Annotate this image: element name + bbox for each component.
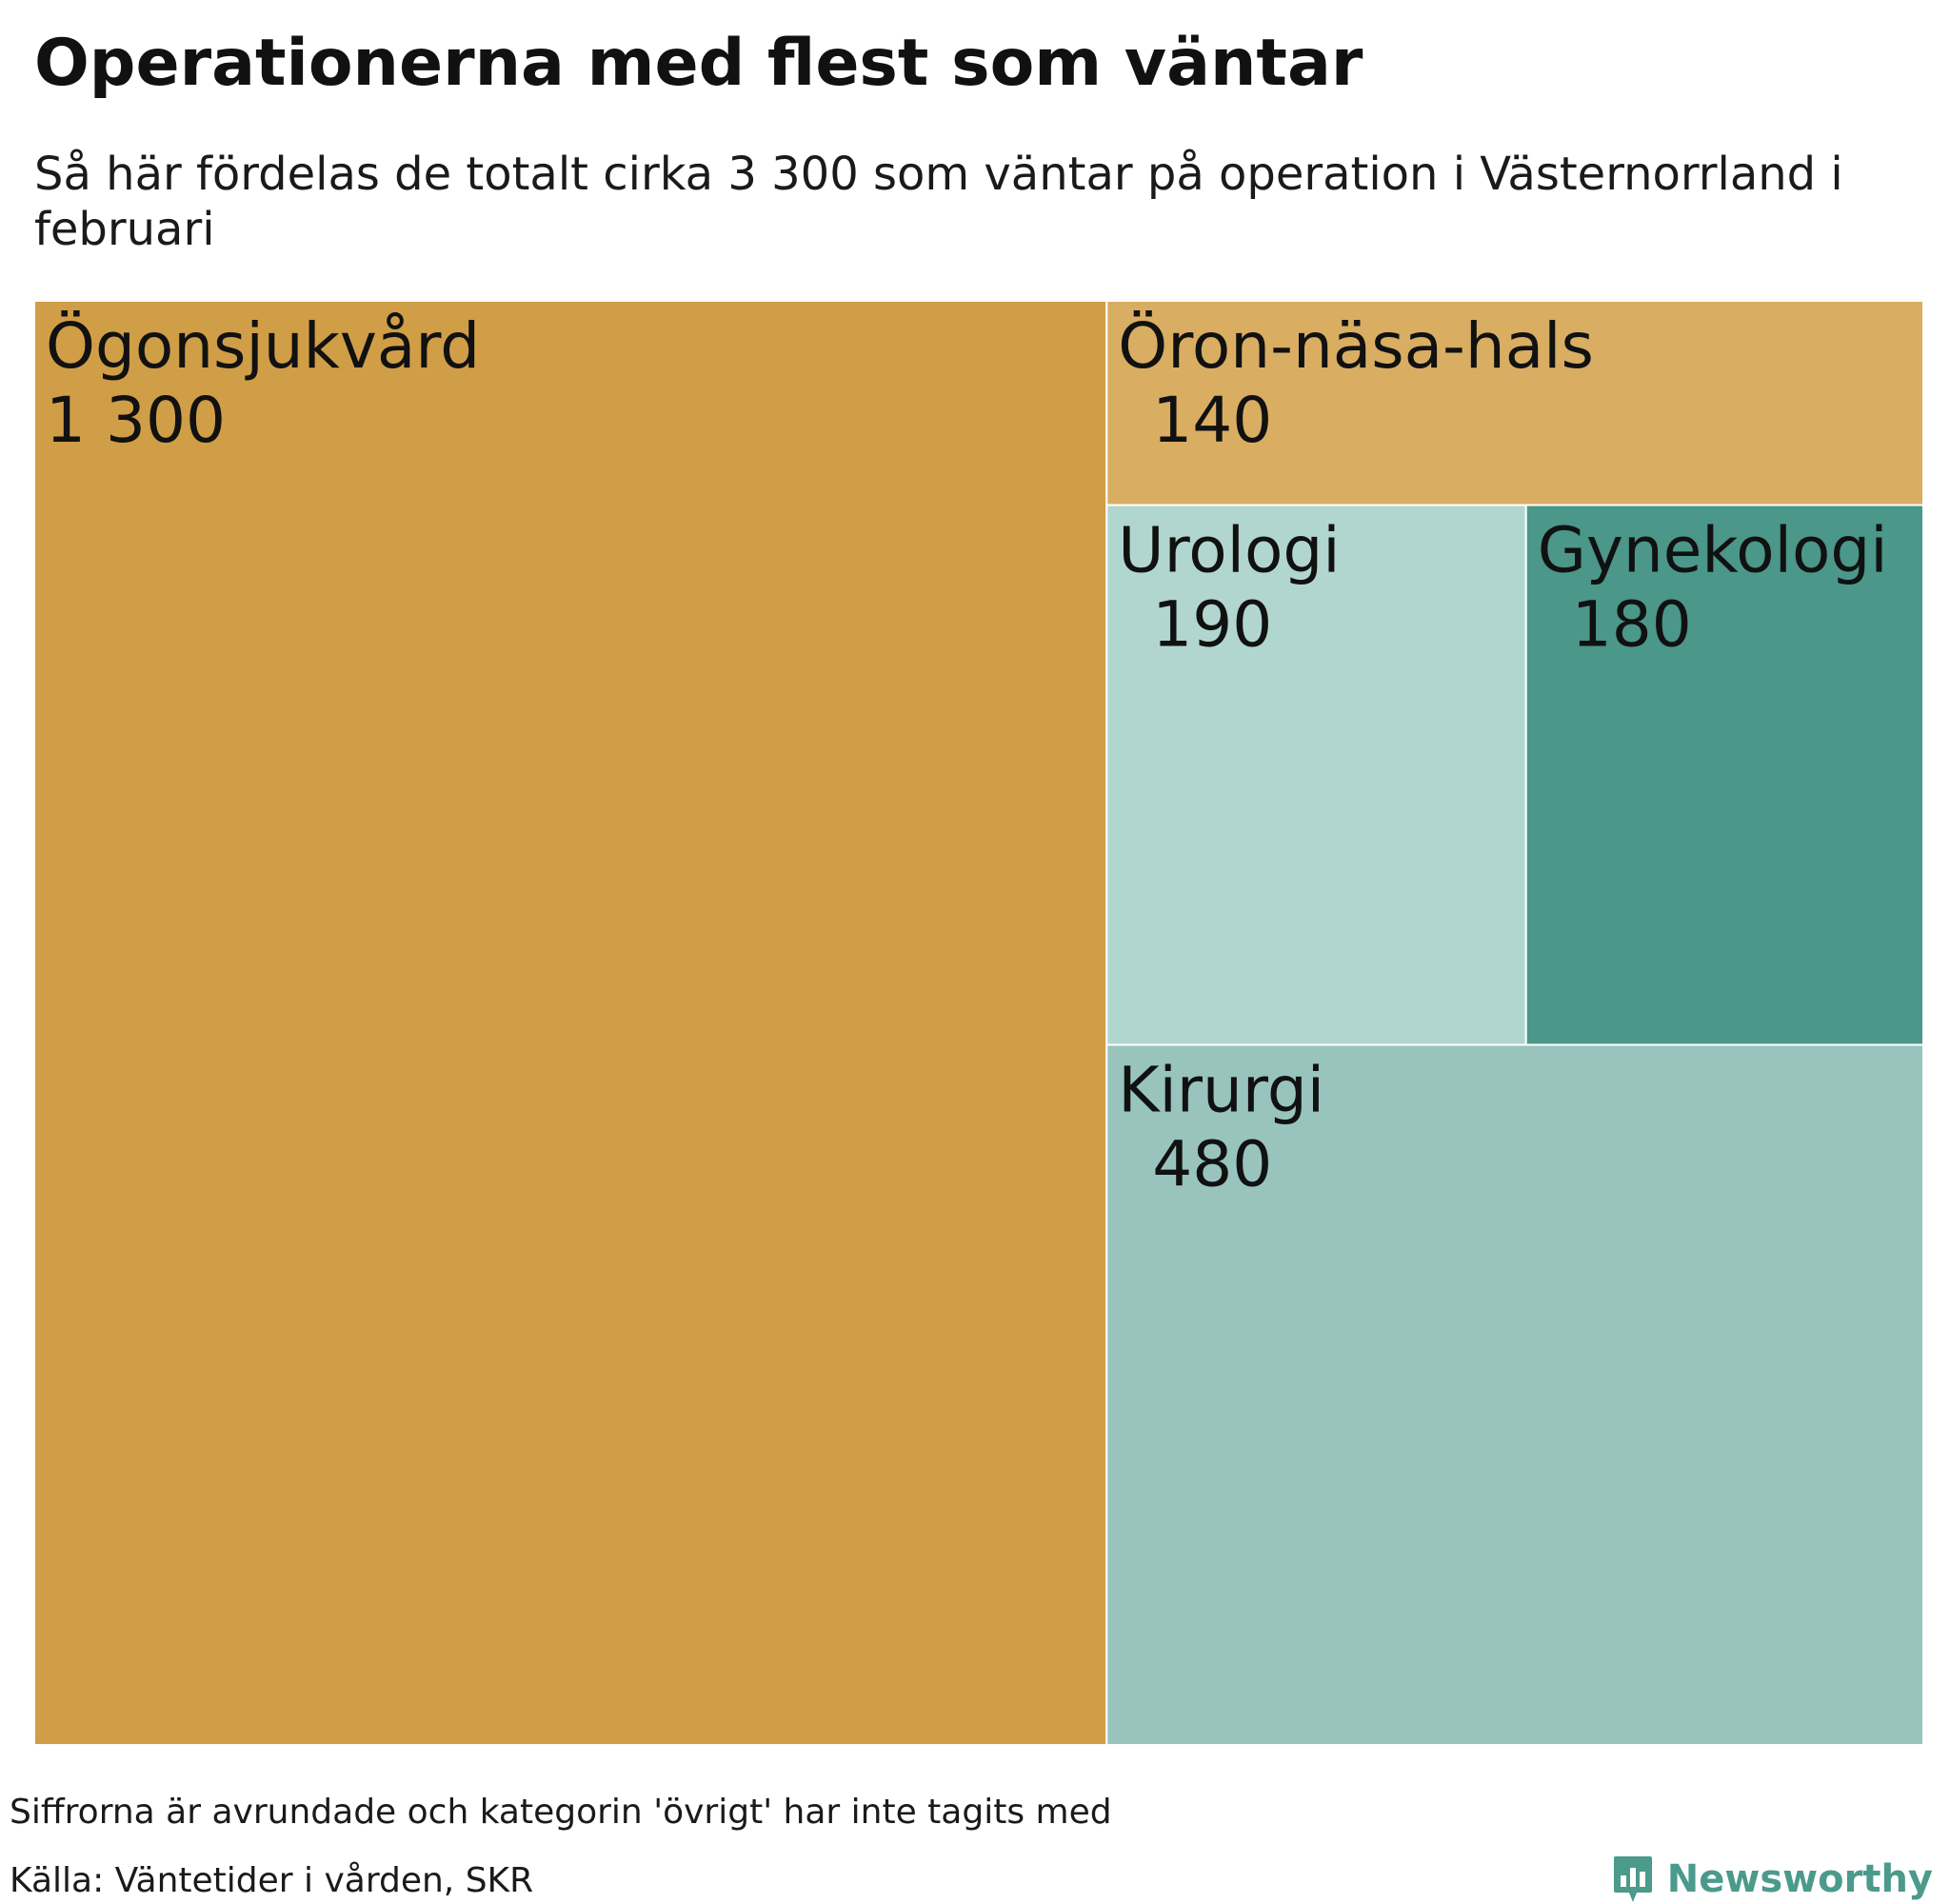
treemap-rect [1524,504,1923,1046]
treemap-rect [34,301,1108,1745]
treemap-value: 180 [1572,588,1692,662]
brand-name: Newsworthy [1666,1857,1933,1901]
treemap-rect [1105,504,1527,1046]
treemap-label: Ögonsjukvård [46,309,480,383]
treemap-label: Gynekologi [1538,514,1888,587]
footnote: Siffrorna är avrundade och kategorin 'öv… [10,1793,1112,1832]
newsworthy-logo-icon [1613,1856,1652,1902]
treemap-label: Kirurgi [1118,1053,1324,1126]
treemap-rect [1105,1043,1923,1745]
treemap-value: 1 300 [46,384,226,457]
treemap-chart: Ögonsjukvård 1 300 Öron-näsa-hals 140 Urolog… [34,301,1923,1745]
chart-subtitle: Så här fördelas de totalt cirka 3 300 so… [34,148,1843,256]
treemap-value: 480 [1152,1127,1272,1200]
treemap-label: Öron-näsa-hals [1118,309,1594,383]
treemap-label: Urologi [1118,514,1340,587]
brand-logo: Newsworthy [1612,1854,1933,1904]
chart-title: Operationerna med flest som väntar [34,26,1363,101]
treemap-value: 140 [1152,384,1272,457]
treemap-value: 190 [1152,588,1272,662]
source-credit: Källa: Väntetider i vården, SKR [10,1861,534,1900]
treemap-rect [1105,301,1923,506]
